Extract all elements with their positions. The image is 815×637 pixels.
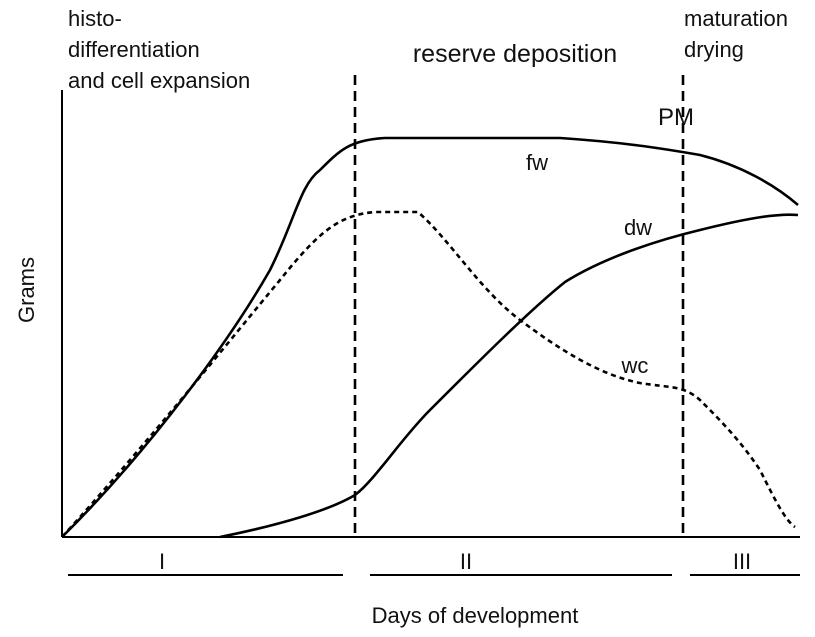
curve-label: wc bbox=[621, 353, 649, 378]
fw-curve bbox=[61, 136, 799, 538]
y-axis-label: Grams bbox=[14, 257, 39, 323]
phase-label: and cell expansion bbox=[68, 68, 250, 93]
stage-label: II bbox=[460, 549, 472, 574]
marker-label: PM bbox=[658, 104, 694, 131]
phase-label: drying bbox=[684, 37, 744, 62]
phase-label: differentiation bbox=[68, 37, 200, 62]
dw-curve bbox=[219, 213, 799, 539]
phase-label: histo- bbox=[68, 6, 122, 31]
curve-label: dw bbox=[624, 215, 652, 240]
x-axis-label: Days of development bbox=[372, 603, 579, 628]
curve-label: fw bbox=[526, 150, 548, 175]
stage-label: I bbox=[159, 549, 165, 574]
stage-label: III bbox=[733, 549, 751, 574]
phase-label: reserve deposition bbox=[413, 40, 617, 68]
wc-curve bbox=[61, 210, 796, 538]
phase-label: maturation bbox=[684, 6, 788, 31]
